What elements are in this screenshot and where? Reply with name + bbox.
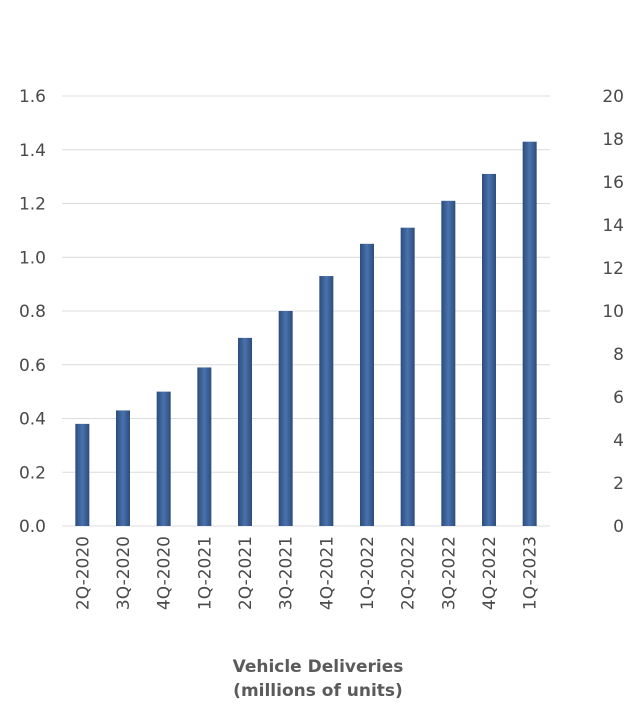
bar [116,410,130,526]
y2-tick-label: 18 [602,130,624,150]
x-tick-label: 4Q-2020 [155,536,175,610]
y2-tick-label: 8 [613,345,624,365]
x-tick-label: 2Q-2020 [73,536,93,610]
x-tick-label: 4Q-2021 [317,536,337,610]
y2-tick-label: 0 [613,517,624,537]
x-tick-label: 2Q-2022 [399,536,419,610]
y2-tick-label: 20 [602,87,624,107]
x-tick-label: 3Q-2021 [277,536,297,610]
bar [522,141,537,526]
y-tick-label: 1.4 [19,141,46,161]
y2-tick-label: 14 [602,216,624,236]
bar [400,227,415,526]
x-tick-label: 2Q-2021 [236,536,256,610]
y2-tick-label: 10 [602,302,624,322]
y-tick-label: 1.2 [19,195,46,215]
y-tick-label: 0.0 [19,517,46,537]
bar [197,367,212,526]
y-tick-label: 1.0 [19,248,46,268]
x-tick-label: 4Q-2022 [480,536,500,610]
bar [238,337,252,526]
y2-tick-label: 2 [613,474,624,494]
bar [360,243,374,526]
bar [156,391,171,526]
bar [319,276,334,526]
x-tick-label: 1Q-2022 [358,536,378,610]
y-tick-label: 0.6 [19,356,46,376]
y-tick-label: 1.6 [19,87,46,107]
y-tick-label: 0.2 [19,463,46,483]
x-axis-title-line-1: Vehicle Deliveries [233,657,404,677]
y2-tick-label: 6 [613,388,624,408]
y-axis-right: 0 2 4 6 8 10 12 14 16 18 20 [602,87,624,537]
y-axis-left: 0.0 0.2 0.4 0.6 0.8 1.0 1.2 1.4 1.6 [19,87,46,537]
y2-tick-label: 16 [602,173,624,193]
x-tick-label: 3Q-2020 [114,536,134,610]
bar [482,173,496,526]
y2-tick-label: 4 [613,431,624,451]
y-tick-label: 0.4 [19,410,46,430]
x-tick-label: 3Q-2022 [439,536,459,610]
x-tick-label: 1Q-2023 [521,536,541,610]
gridlines [62,95,550,527]
x-axis-categories: 2Q-2020 3Q-2020 4Q-2020 1Q-2021 2Q-2021 3Q-20… [73,536,540,610]
y2-tick-label: 12 [602,259,624,279]
x-tick-label: 1Q-2021 [195,536,215,610]
bar [75,423,90,526]
bars [75,141,537,526]
x-axis-title-line-2: (millions of units) [233,681,403,701]
bar [441,200,456,526]
y-tick-label: 0.8 [19,302,46,322]
bar [278,311,293,526]
